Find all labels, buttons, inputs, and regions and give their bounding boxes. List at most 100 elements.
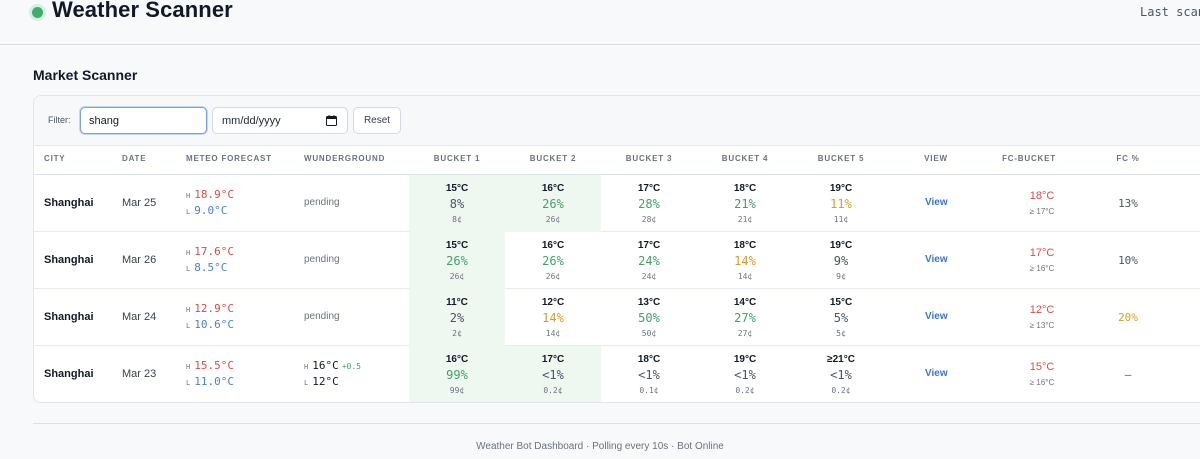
- bucket-price: 0.2¢: [543, 386, 563, 395]
- forecast-low-value: 9.0°C: [194, 204, 228, 217]
- bucket-price: 50¢: [641, 329, 657, 338]
- calendar-icon[interactable]: [326, 115, 337, 126]
- reset-button[interactable]: Reset: [353, 107, 401, 134]
- header-divider: [34, 174, 1200, 175]
- wunderground-status: pending: [304, 197, 340, 208]
- bucket-cell: ≥21°C <1% 0.2¢: [793, 346, 889, 402]
- bucket-probability: 5%: [833, 311, 849, 325]
- bucket-temp: 11°C: [446, 297, 468, 308]
- forecast-low: L 9.0°C: [186, 204, 227, 217]
- bucket-probability: 50%: [638, 311, 660, 325]
- forecast-high-value: 12.9°C: [194, 302, 234, 315]
- bucket-temp: 18°C: [733, 240, 757, 251]
- forecast-low-value: 8.5°C: [194, 261, 228, 274]
- fc-bucket-range: ≥ 16°C: [1029, 378, 1055, 387]
- date-placeholder: mm/dd/yyyy: [222, 115, 281, 127]
- bucket-probability: <1%: [542, 368, 564, 382]
- bucket-temp: 17°C: [637, 240, 661, 251]
- bucket-price: 0.2¢: [831, 386, 851, 395]
- table-row: 16°C 99% 99¢ 17°C <1% 0.2¢ 18°C <1% 0.1¢ 19°C <1% 0…: [34, 346, 1200, 402]
- market-date: Mar 25: [122, 197, 157, 209]
- bucket-price: 5¢: [836, 329, 846, 338]
- bucket-price: 0.1¢: [639, 386, 659, 395]
- header-bucket-2: Bucket 2: [529, 154, 577, 163]
- view-link[interactable]: View: [925, 311, 948, 322]
- bucket-probability: 26%: [542, 254, 564, 268]
- view-link[interactable]: View: [925, 197, 948, 208]
- low-key: L: [186, 322, 191, 330]
- bucket-temp: 19°C: [829, 183, 853, 194]
- city-name: Shanghai: [44, 254, 94, 266]
- forecast-low: L 10.6°C: [186, 318, 234, 331]
- bucket-price: 26¢: [449, 272, 465, 281]
- bucket-cell: 15°C 8% 8¢: [409, 175, 505, 232]
- bucket-temp: 18°C: [637, 354, 661, 365]
- bucket-probability: 14%: [542, 311, 564, 325]
- fc-percent: —: [1124, 368, 1132, 381]
- bucket-cell: 13°C 50% 50¢: [601, 289, 697, 346]
- bucket-price: 26¢: [545, 215, 561, 224]
- bot-status-dot: [32, 7, 43, 18]
- city-name: Shanghai: [44, 311, 94, 323]
- bucket-temp: 16°C: [541, 240, 565, 251]
- header-fc-pct: FC %: [1116, 154, 1140, 163]
- bucket-price: 11¢: [833, 215, 849, 224]
- footer-divider: [33, 423, 1200, 424]
- bucket-cell: 19°C 11% 11¢: [793, 175, 889, 232]
- header-bucket-3: Bucket 3: [625, 154, 673, 163]
- header-wunderground: Wunderground: [304, 154, 386, 163]
- fc-bucket-temp: 18°C: [1029, 190, 1055, 202]
- forecast-high: H 18.9°C: [186, 188, 234, 201]
- view-link[interactable]: View: [925, 254, 948, 265]
- bucket-probability: 99%: [446, 368, 468, 382]
- bucket-probability: <1%: [830, 368, 852, 382]
- filter-label: Filter:: [48, 115, 71, 125]
- bucket-temp: 19°C: [829, 240, 853, 251]
- app-header: Weather Scanner Last scan:: [0, 0, 1200, 45]
- section-title: Market Scanner: [33, 67, 138, 83]
- bucket-temp: ≥21°C: [827, 354, 855, 365]
- bucket-probability: 26%: [542, 197, 564, 211]
- bucket-probability: 24%: [638, 254, 660, 268]
- low-key: L: [186, 208, 191, 216]
- table-row: 11°C 2% 2¢ 12°C 14% 14¢ 13°C 50% 50¢ 14°C 27% 27¢ 15…: [34, 289, 1200, 346]
- market-date: Mar 24: [122, 311, 157, 323]
- bucket-probability: 21%: [734, 197, 756, 211]
- market-date: Mar 26: [122, 254, 157, 266]
- bucket-price: 26¢: [545, 272, 561, 281]
- bucket-price: 24¢: [641, 272, 657, 281]
- fc-bucket-range: ≥ 13°C: [1029, 321, 1055, 330]
- bucket-probability: 27%: [734, 311, 756, 325]
- fc-bucket-temp: 17°C: [1029, 247, 1055, 259]
- bucket-cell: 18°C 14% 14¢: [697, 232, 793, 289]
- bucket-temp: 15°C: [829, 297, 853, 308]
- header-meteo-forecast: Meteo Forecast: [186, 154, 272, 163]
- fc-percent: 13%: [1118, 197, 1138, 210]
- forecast-high: H 12.9°C: [186, 302, 234, 315]
- wunderground-status: pending: [304, 254, 340, 265]
- bucket-price: 27¢: [737, 329, 753, 338]
- bucket-probability: 8%: [449, 197, 465, 211]
- city-filter-input[interactable]: [80, 107, 207, 134]
- header-fc-bucket: FC-Bucket: [1002, 154, 1056, 163]
- bucket-price: 99¢: [449, 386, 465, 395]
- date-filter-input[interactable]: mm/dd/yyyy: [212, 107, 348, 134]
- fc-bucket-temp: 15°C: [1029, 361, 1055, 373]
- bucket-cell: 12°C 14% 14¢: [505, 289, 601, 346]
- forecast-high-value: 18.9°C: [194, 188, 234, 201]
- wunderground-high-value: 16°C: [312, 359, 339, 372]
- wunderground-low-value: 12°C: [312, 375, 339, 388]
- wunderground-high: H 16°C +0.5: [304, 359, 361, 372]
- forecast-high: H 17.6°C: [186, 245, 234, 258]
- market-scanner-card: Filter: mm/dd/yyyy Reset City Date Meteo F…: [33, 95, 1200, 403]
- bucket-temp: 15°C: [445, 183, 469, 194]
- bucket-cell: 18°C 21% 21¢: [697, 175, 793, 232]
- bucket-price: 2¢: [452, 329, 462, 338]
- high-key: H: [304, 363, 309, 371]
- low-key: L: [304, 379, 309, 387]
- bucket-price: 9¢: [836, 272, 846, 281]
- view-link[interactable]: View: [925, 368, 948, 379]
- last-scan-label: Last scan:: [1140, 5, 1200, 19]
- fc-percent: 20%: [1118, 311, 1138, 324]
- wunderground-status: pending: [304, 311, 340, 322]
